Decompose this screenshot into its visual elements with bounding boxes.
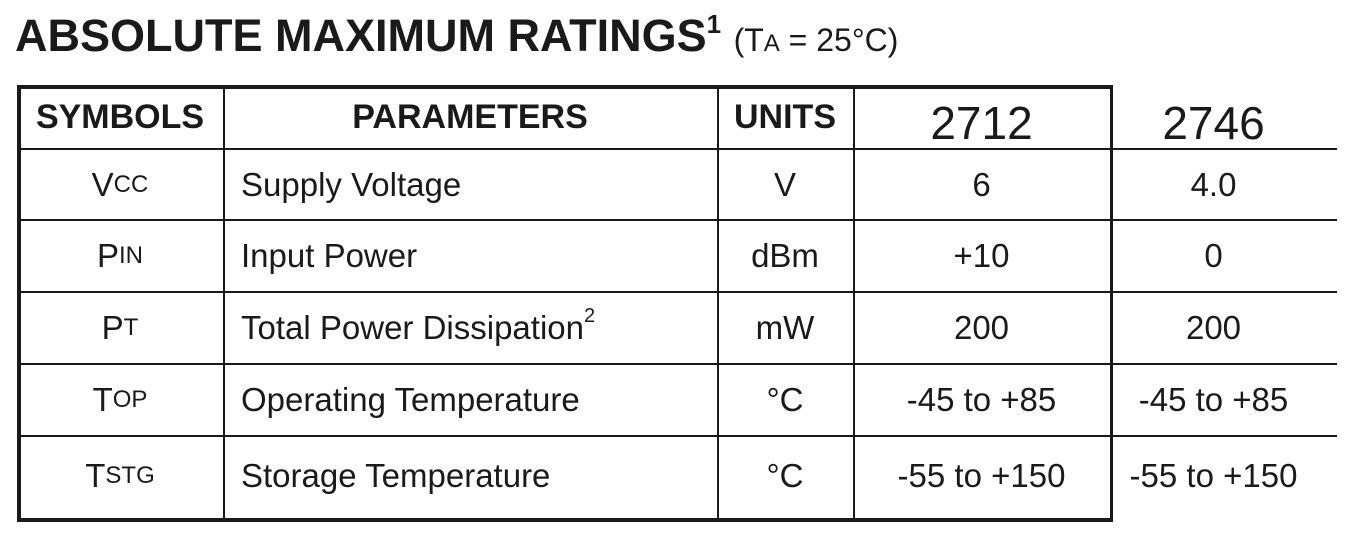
value-2746-cell: -55 to +150: [1129, 457, 1298, 494]
header-symbols: SYMBOLS: [35, 97, 205, 136]
value-2746-cell: 4.0: [1190, 165, 1237, 203]
value-2712-cell: 200: [953, 309, 1010, 346]
table-top-border: [17, 85, 1113, 89]
col-separator: [853, 85, 855, 520]
symbol-subscript: T: [123, 314, 139, 341]
symbol-cell: P IN: [17, 220, 223, 292]
page-title: ABSOLUTE MAXIMUM RATINGS1 (TA = 25°C): [15, 9, 899, 62]
header-2712: 2712: [930, 97, 1033, 149]
parameter-label: Total Power Dissipation: [241, 309, 584, 346]
value-2712-cell: -45 to +85: [906, 381, 1057, 418]
table-bottom-border: [17, 518, 1113, 522]
value-2712-cell: +10: [953, 237, 1010, 274]
symbol-cell: V CC: [17, 149, 223, 220]
symbol-cell: T STG: [17, 436, 223, 516]
row-separator: [17, 219, 1337, 221]
symbol-cell: T OP: [17, 364, 223, 436]
symbol-subscript: CC: [113, 170, 149, 198]
header-parameters: PARAMETERS: [352, 97, 588, 136]
symbol-main: T: [92, 381, 113, 418]
header-2746: 2746: [1162, 97, 1265, 149]
col-separator: [223, 85, 225, 520]
row-separator: [17, 363, 1337, 365]
row-separator: [17, 291, 1337, 293]
title-footnote: 1: [706, 9, 722, 39]
parameter-footnote: 2: [584, 304, 596, 327]
header-units: UNITS: [734, 97, 836, 136]
row-separator: [17, 435, 1337, 437]
parameter-cell: Input Power: [223, 220, 717, 292]
unit-cell: dBm: [751, 237, 819, 274]
value-2746-cell: -45 to +85: [1138, 381, 1289, 418]
unit-cell: °C: [766, 457, 804, 494]
value-2712-cell: 6: [972, 165, 991, 203]
table-left-border: [17, 85, 21, 520]
symbol-main: V: [91, 165, 114, 203]
parameter-label: Storage Temperature: [241, 457, 551, 494]
symbol-main: P: [101, 309, 124, 346]
unit-cell: °C: [766, 381, 804, 418]
value-2746-cell: 200: [1185, 309, 1242, 346]
parameter-cell: Storage Temperature: [223, 436, 717, 516]
parameter-cell: Total Power Dissipation 2: [223, 292, 717, 364]
unit-cell: V: [773, 165, 796, 203]
value-2746-cell: 0: [1204, 237, 1223, 274]
symbol-subscript: OP: [112, 386, 148, 413]
parameter-label: Input Power: [241, 237, 418, 274]
title-condition: (TA = 25°C): [733, 22, 899, 58]
table-right-border: [1110, 85, 1113, 522]
parameter-label: Supply Voltage: [241, 165, 462, 203]
parameter-cell: Operating Temperature: [223, 364, 717, 436]
title-text: ABSOLUTE MAXIMUM RATINGS: [15, 10, 707, 61]
parameter-label: Operating Temperature: [241, 381, 580, 418]
value-2712-cell: -55 to +150: [897, 457, 1066, 494]
parameter-cell: Supply Voltage: [223, 149, 717, 220]
symbol-main: P: [96, 237, 119, 274]
col-separator: [717, 85, 719, 520]
symbol-subscript: IN: [119, 242, 143, 269]
symbol-subscript: STG: [105, 462, 155, 489]
row-separator: [17, 148, 1337, 150]
symbol-main: T: [85, 457, 106, 494]
unit-cell: mW: [755, 309, 815, 346]
